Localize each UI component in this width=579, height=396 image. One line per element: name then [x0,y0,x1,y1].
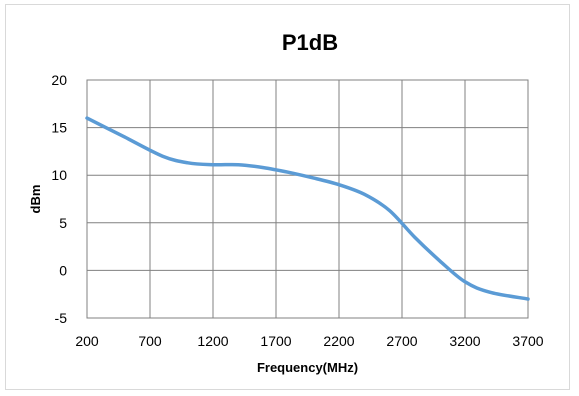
x-tick-label: 200 [75,333,99,349]
x-tick-label: 1700 [260,333,291,349]
gridlines [86,79,529,319]
y-tick-label: 0 [59,262,67,278]
y-tick-label: 10 [51,167,67,183]
y-tick-label: 20 [51,72,67,88]
y-tick-label: 5 [59,215,67,231]
plot-area [86,79,529,319]
x-tick-label: 1200 [197,333,228,349]
x-axis-title: Frequency(MHz) [257,360,358,375]
y-axis-ticks: 20 15 10 5 0 -5 [51,72,67,326]
y-tick-label: -5 [55,310,68,326]
x-tick-label: 3200 [449,333,480,349]
x-axis-ticks: 200 700 1200 1700 2200 2700 3200 3700 [75,333,543,349]
chart-title: P1dB [282,30,338,55]
x-tick-label: 3700 [512,333,543,349]
x-tick-label: 2200 [323,333,354,349]
y-tick-label: 15 [51,120,67,136]
x-tick-label: 700 [138,333,162,349]
x-tick-label: 2700 [386,333,417,349]
chart-frame [5,4,570,390]
y-axis-title: dBm [28,185,43,214]
p1db-series-line [85,116,530,301]
